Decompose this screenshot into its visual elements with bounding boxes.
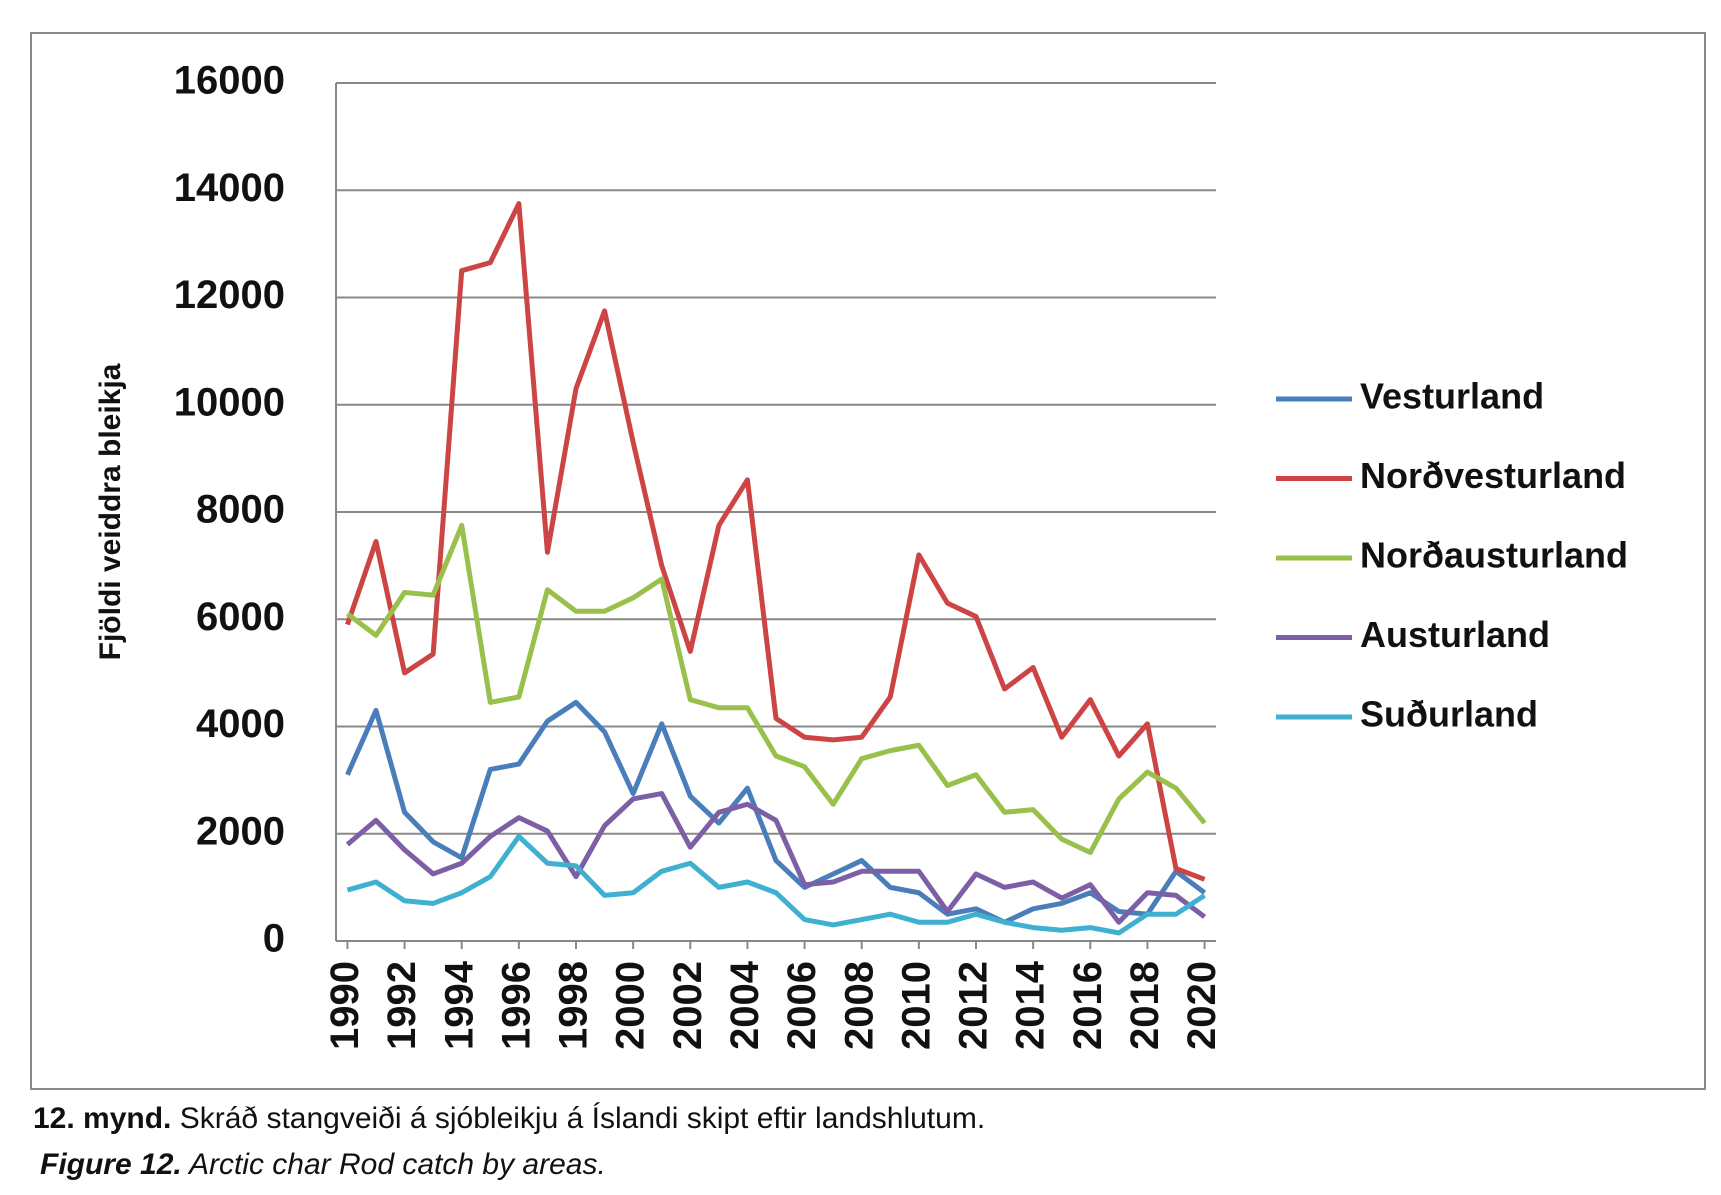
x-tick-label: 2016 <box>1066 961 1110 1050</box>
series-line <box>345 699 1207 925</box>
x-tick-label: 2012 <box>952 961 996 1050</box>
x-tick-label: 1990 <box>323 961 367 1050</box>
legend-label: Austurland <box>1360 614 1550 655</box>
y-tick-label: 14000 <box>174 166 285 210</box>
caption-english-text: Arctic char Rod catch by areas. <box>187 1148 606 1181</box>
y-tick-label: 0 <box>263 917 285 961</box>
y-tick-label: 12000 <box>174 273 285 317</box>
chart-frame <box>30 32 1706 1090</box>
x-tick-label: 2014 <box>1009 960 1053 1050</box>
x-tick-label: 2018 <box>1123 961 1167 1050</box>
x-tick-label: 1996 <box>494 961 538 1050</box>
caption-number: 12. mynd. <box>33 1102 171 1135</box>
caption: 12. mynd. Skráð stangveiði á sjóbleikju … <box>33 1102 985 1135</box>
caption-english: Figure 12. Arctic char Rod catch by area… <box>40 1148 606 1181</box>
legend-label: Vesturland <box>1360 376 1544 417</box>
series-line <box>346 833 1206 936</box>
y-tick-label: 10000 <box>174 380 285 424</box>
legend-label: Norðausturland <box>1360 535 1628 576</box>
y-tick-label: 16000 <box>174 59 285 103</box>
x-tick-label: 2010 <box>894 961 938 1050</box>
legend-label: Suðurland <box>1360 694 1538 735</box>
x-tick-label: 2004 <box>723 960 767 1050</box>
y-tick-label: 2000 <box>196 809 285 853</box>
y-tick-label: 6000 <box>196 595 285 639</box>
series-line <box>345 791 1207 925</box>
x-tick-label: 2008 <box>837 961 881 1050</box>
y-tick-label: 4000 <box>196 702 285 746</box>
series-line <box>345 201 1206 882</box>
caption-text: Skráð stangveiði á sjóbleikju á Íslandi … <box>180 1102 985 1135</box>
series-line <box>345 522 1207 856</box>
x-tick-label: 2006 <box>780 961 824 1050</box>
x-tick-label: 2020 <box>1180 961 1224 1050</box>
figure-number: Figure 12. <box>40 1148 182 1181</box>
legend-label: Norðvesturland <box>1360 455 1626 496</box>
x-tick-label: 1998 <box>552 961 596 1050</box>
x-tick-label: 1994 <box>437 960 481 1050</box>
x-tick-label: 2002 <box>666 961 710 1050</box>
y-axis-label: Fjöldi veiddra bleikja <box>94 363 127 660</box>
x-tick-label: 1992 <box>380 961 424 1050</box>
x-tick-label: 2000 <box>609 961 653 1050</box>
y-tick-label: 8000 <box>196 488 285 532</box>
